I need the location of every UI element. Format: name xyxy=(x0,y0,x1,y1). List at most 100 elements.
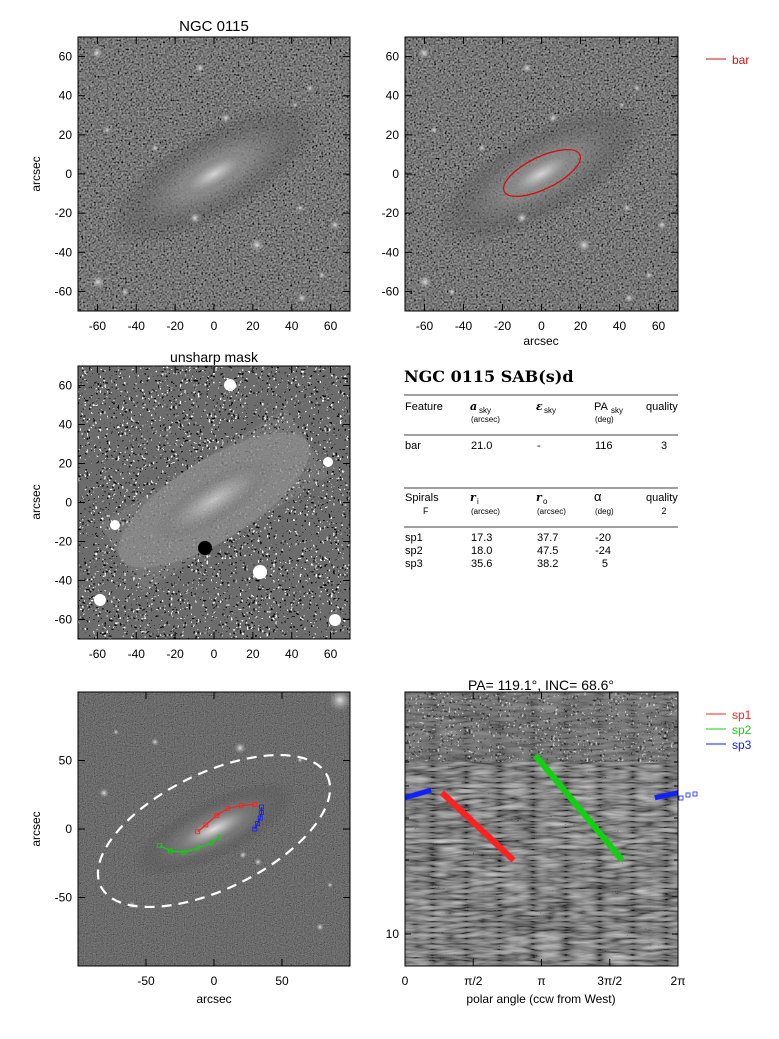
cell: bar xyxy=(405,440,421,452)
x-tick-label: 0 xyxy=(211,319,218,333)
spiral-header-row: Spirals F r i (arcsec) r o (arcsec) α (d… xyxy=(405,489,678,516)
legend-sp2: sp2 xyxy=(732,723,752,737)
disk-boundary-ellipse xyxy=(96,753,332,909)
panel-galaxy-image: NGC 0115 -60 -40 -20 0 20 40 60 -60 -40 -20 0 20 40… xyxy=(29,18,351,333)
arm-point xyxy=(203,822,209,828)
series-sp3 xyxy=(654,790,678,801)
y-tick-label: 0 xyxy=(392,167,399,181)
panel-spiral-tracing: -50 0 50 -50 0 50 arcsec arcsec xyxy=(29,691,351,1006)
x-tick-label: -40 xyxy=(128,647,146,661)
header-unit: (arcsec) xyxy=(537,507,566,516)
cell: sp3 xyxy=(405,558,423,570)
y-tick-label: 60 xyxy=(59,379,73,393)
cell: sp2 xyxy=(405,545,423,557)
x-tick-label: -20 xyxy=(166,647,184,661)
y-tick-label: -40 xyxy=(55,245,73,259)
cell: 35.6 xyxy=(471,558,492,570)
x-tick-label: 20 xyxy=(246,319,260,333)
x-tick-label: 60 xyxy=(324,319,338,333)
y-tick-label: 20 xyxy=(59,128,73,142)
arm-point xyxy=(252,826,258,832)
x-axis-label: polar angle (ccw from West) xyxy=(466,992,615,1006)
x-axis-ticks: -60 -40 -20 0 20 40 60 xyxy=(416,37,666,333)
header-a-sky: a xyxy=(470,400,477,413)
y-tick-label: 40 xyxy=(386,89,400,103)
arm-point xyxy=(181,849,187,855)
x-tick-label: -20 xyxy=(166,319,184,333)
arm-point xyxy=(195,829,201,835)
x-tick-label: 3π/2 xyxy=(597,974,622,988)
header-unit: (arcsec) xyxy=(471,415,500,424)
y-tick-label: 0 xyxy=(65,496,72,510)
y-tick-label: 40 xyxy=(59,89,73,103)
y-tick-label: -50 xyxy=(55,891,73,905)
x-axis-ticks: -60 -40 -20 0 20 40 60 xyxy=(89,366,338,661)
legend-sp3: sp3 xyxy=(732,738,752,752)
cell: 37.7 xyxy=(537,532,558,544)
panel-title: unsharp mask xyxy=(170,349,259,365)
x-axis-label: arcsec xyxy=(196,992,231,1006)
panel-unsharp-mask: unsharp mask -60 -40 -20 0 20 40 60 -60 -40 -20 0… xyxy=(29,349,351,661)
arm-point xyxy=(217,834,222,840)
header-eps-sky: ε xyxy=(536,400,543,413)
arm-point xyxy=(259,810,265,815)
y-axis-ticks: -60 -40 -20 0 20 40 60 xyxy=(55,379,350,627)
y-tick-label: -20 xyxy=(55,535,73,549)
x-tick-label: 40 xyxy=(285,319,299,333)
bar-ellipse xyxy=(502,148,582,198)
header-unit: (arcsec) xyxy=(471,507,500,516)
y-tick-label: 20 xyxy=(386,128,400,142)
cell: - xyxy=(537,440,541,452)
x-tick-label: 50 xyxy=(275,974,289,988)
panel-polar-projection: PA= 119.1°, INC= 68.6° 0 π/2 π 3π/2 2π 10 po… xyxy=(386,677,752,1006)
x-tick-label: 40 xyxy=(285,647,299,661)
y-tick-label: 20 xyxy=(59,457,73,471)
arm-point xyxy=(259,804,265,810)
arm-point xyxy=(195,845,201,851)
cell: -24 xyxy=(595,545,611,557)
y-axis-ticks: -50 0 50 xyxy=(55,754,350,905)
header-sub: sky xyxy=(611,406,623,415)
header-quality: quality xyxy=(646,401,678,413)
header-r-i: r xyxy=(470,491,477,504)
y-tick-label: 40 xyxy=(59,418,73,432)
cell: 17.3 xyxy=(471,532,492,544)
y-tick-label: -60 xyxy=(382,284,400,298)
x-tick-label: 20 xyxy=(574,319,588,333)
outside-markers xyxy=(678,791,698,801)
legend-sp1: sp1 xyxy=(732,708,752,722)
x-tick-label: -40 xyxy=(128,319,146,333)
table-heading: NGC 0115 SAB(s)d xyxy=(404,367,574,386)
header-unit: (deg) xyxy=(595,415,614,424)
arm-point xyxy=(238,803,244,809)
y-tick-label: 0 xyxy=(65,167,72,181)
cell: 116 xyxy=(595,440,613,452)
y-tick-label: 50 xyxy=(59,754,73,768)
x-axis-label: arcsec xyxy=(523,334,558,348)
x-tick-label: -50 xyxy=(137,974,155,988)
y-axis-ticks: -60 -40 -20 0 20 40 60 xyxy=(382,50,678,298)
arm-point xyxy=(168,848,173,854)
header-feature: Feature xyxy=(405,401,443,413)
cell: 5 xyxy=(602,558,608,570)
x-tick-label: π/2 xyxy=(464,974,483,988)
header-spirals: Spirals xyxy=(405,492,439,504)
x-tick-label: -60 xyxy=(89,319,107,333)
x-tick-label: 0 xyxy=(402,974,409,988)
header-sub: sky xyxy=(544,406,556,415)
arm-point xyxy=(157,843,163,848)
y-tick-label: 0 xyxy=(65,822,72,836)
header-sub: sky xyxy=(479,406,491,415)
bar-header-row: Feature a sky (arcsec) ε sky PA sky (deg… xyxy=(405,400,678,424)
y-tick-label: 60 xyxy=(386,50,400,64)
x-tick-label: 60 xyxy=(324,647,338,661)
x-tick-label: -60 xyxy=(89,647,107,661)
header-sub: i xyxy=(477,497,479,506)
bar-data-row: bar 21.0 - 116 3 xyxy=(405,440,667,452)
x-tick-label: 60 xyxy=(652,319,666,333)
y-tick-label: -60 xyxy=(55,613,73,627)
y-tick-label: -40 xyxy=(382,245,400,259)
arm-point xyxy=(257,815,263,821)
arm-point xyxy=(225,806,231,811)
arm-point xyxy=(252,801,258,807)
